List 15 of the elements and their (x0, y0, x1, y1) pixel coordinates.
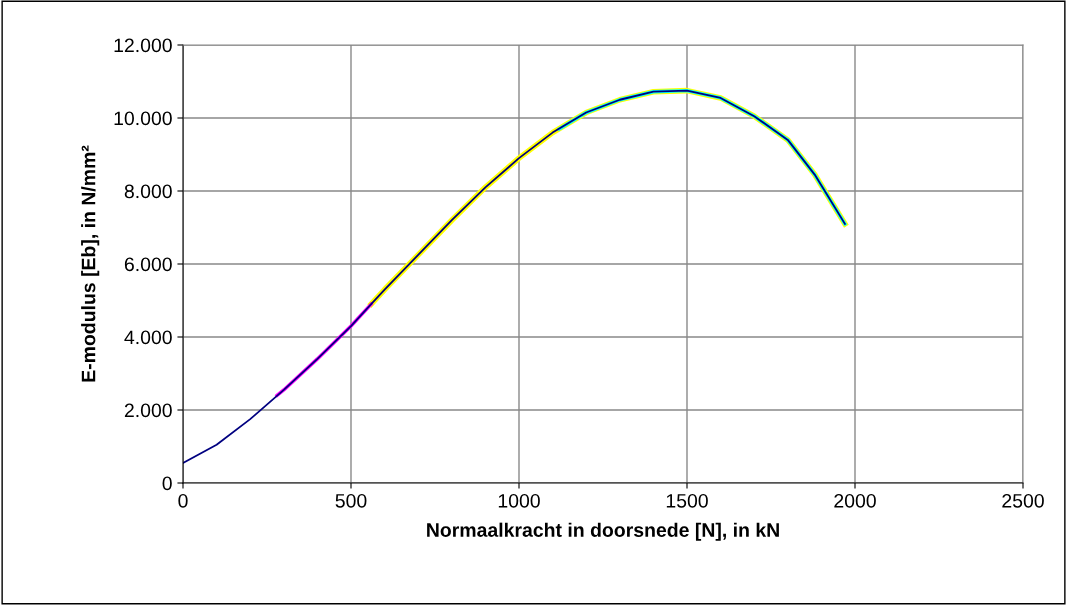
x-tick-label: 0 (178, 493, 188, 508)
y-tick-label: 0 (162, 476, 172, 491)
x-axis-title: Normaalkracht in doorsnede [N], in kN (427, 522, 779, 541)
y-tick-label: 8.000 (124, 184, 172, 199)
x-tick-label: 1500 (666, 493, 708, 508)
y-tick-label: 6.000 (124, 257, 172, 272)
y-axis-title: E-modulus [Eb], in N/mm² (81, 145, 100, 382)
x-tick-label: 2000 (834, 493, 876, 508)
x-tick-label: 500 (335, 493, 367, 508)
y-tick-label: 4.000 (124, 330, 172, 345)
y-tick-label: 2.000 (124, 403, 172, 418)
y-tick-label: 12.000 (114, 38, 172, 53)
x-tick-label: 1000 (498, 493, 540, 508)
y-tick-label: 10.000 (114, 111, 172, 126)
x-tick-label: 2500 (1002, 493, 1044, 508)
